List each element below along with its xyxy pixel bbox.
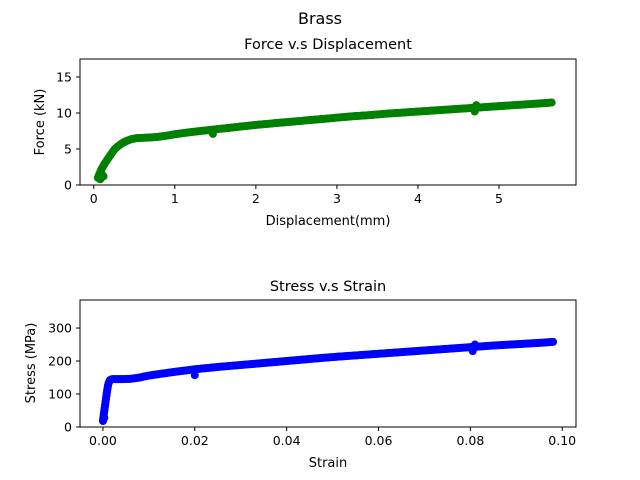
x-axis-label: Strain — [309, 456, 348, 471]
x-tick-label: 0.10 — [548, 433, 576, 448]
data-point — [97, 170, 106, 179]
data-point — [190, 371, 199, 380]
figure-suptitle: Brass — [298, 9, 342, 28]
data-point — [547, 98, 556, 107]
y-tick-label: 200 — [48, 354, 72, 369]
axes-frame — [79, 58, 577, 186]
x-tick-label: 4 — [414, 191, 422, 206]
x-tick-label: 0.08 — [456, 433, 484, 448]
x-tick-label: 1 — [171, 191, 179, 206]
x-axis-label: Displacement(mm) — [266, 214, 391, 229]
chart-title: Force v.s Displacement — [244, 37, 412, 53]
y-tick-label: 10 — [56, 106, 72, 121]
data-point — [100, 413, 109, 422]
chart-title: Stress v.s Strain — [270, 279, 386, 295]
y-tick-label: 5 — [64, 142, 72, 157]
y-tick-label: 300 — [48, 321, 72, 336]
x-tick-label: 0.02 — [181, 433, 209, 448]
plot-area: 0 1 2 3 4 5 0 5 10 15 — [56, 58, 577, 206]
data-point — [470, 340, 479, 349]
y-axis-label: Stress (MPa) — [24, 323, 39, 404]
stress-strain-panel: Stress v.s Strain Strain Stress (MPa) 0.… — [24, 279, 577, 471]
data-point — [472, 101, 481, 110]
x-tick-label: 0.00 — [89, 433, 117, 448]
data-point — [549, 337, 558, 346]
data-point — [208, 129, 217, 138]
axes-frame — [79, 299, 577, 428]
x-tick-label: 3 — [333, 191, 341, 206]
x-tick-label: 0 — [90, 191, 98, 206]
data-series — [93, 98, 556, 184]
y-tick-label: 100 — [48, 387, 72, 402]
y-axis-label: Force (kN) — [33, 89, 48, 156]
data-series — [98, 337, 558, 426]
data-point — [470, 107, 479, 116]
y-tick-label: 0 — [64, 420, 72, 435]
data-point — [468, 347, 477, 356]
y-tick-label: 15 — [56, 70, 72, 85]
plot-area: 0.00 0.02 0.04 0.06 0.08 0.10 0 100 200 300 — [48, 299, 577, 448]
x-tick-label: 5 — [495, 191, 503, 206]
x-tick-label: 2 — [252, 191, 260, 206]
force-displacement-panel: Force v.s Displacement Displacement(mm) … — [33, 37, 577, 229]
x-tick-label: 0.04 — [273, 433, 301, 448]
y-tick-label: 0 — [64, 178, 72, 193]
x-tick-label: 0.06 — [365, 433, 393, 448]
